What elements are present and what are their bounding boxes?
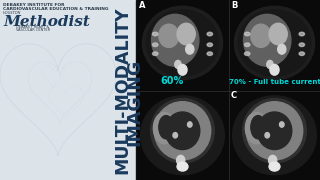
- Text: HOUSTON: HOUSTON: [3, 11, 21, 15]
- Ellipse shape: [268, 155, 277, 165]
- Ellipse shape: [251, 24, 271, 48]
- Ellipse shape: [233, 96, 316, 175]
- Ellipse shape: [152, 43, 158, 47]
- Text: 60%: 60%: [160, 75, 183, 86]
- Ellipse shape: [238, 10, 311, 76]
- Ellipse shape: [279, 122, 284, 127]
- Ellipse shape: [165, 112, 200, 150]
- Ellipse shape: [257, 112, 292, 150]
- Ellipse shape: [246, 102, 303, 160]
- Ellipse shape: [244, 32, 250, 36]
- Bar: [137, 0, 228, 89]
- Ellipse shape: [251, 116, 265, 139]
- Ellipse shape: [152, 52, 158, 55]
- Text: A: A: [139, 1, 146, 10]
- Ellipse shape: [265, 132, 269, 138]
- Ellipse shape: [299, 43, 305, 47]
- Ellipse shape: [299, 32, 305, 36]
- Text: VASCULAR CENTER: VASCULAR CENTER: [16, 28, 50, 32]
- Ellipse shape: [235, 6, 315, 80]
- Ellipse shape: [244, 52, 250, 55]
- Ellipse shape: [177, 155, 185, 165]
- Text: IMAGING: IMAGING: [125, 58, 143, 146]
- Ellipse shape: [207, 52, 212, 55]
- Bar: [137, 91, 228, 180]
- Bar: [229, 0, 320, 89]
- Ellipse shape: [269, 162, 280, 171]
- Text: 70% - Full tube current: 70% - Full tube current: [228, 80, 320, 86]
- Ellipse shape: [186, 44, 194, 54]
- Ellipse shape: [141, 96, 224, 175]
- Ellipse shape: [142, 6, 222, 80]
- Bar: [0, 0, 136, 180]
- Ellipse shape: [159, 24, 179, 48]
- Text: CARDIOVASCULAR EDUCATION & TRAINING: CARDIOVASCULAR EDUCATION & TRAINING: [3, 6, 108, 10]
- Ellipse shape: [151, 99, 214, 163]
- Text: DEBAKEY INSTITUTE FOR: DEBAKEY INSTITUTE FOR: [3, 3, 65, 7]
- Ellipse shape: [153, 112, 175, 144]
- Ellipse shape: [154, 102, 211, 160]
- Ellipse shape: [152, 14, 199, 66]
- Ellipse shape: [178, 64, 187, 75]
- Ellipse shape: [243, 99, 306, 163]
- Ellipse shape: [188, 122, 192, 127]
- Ellipse shape: [245, 112, 267, 144]
- Ellipse shape: [159, 116, 173, 139]
- Ellipse shape: [146, 10, 219, 76]
- Ellipse shape: [152, 32, 158, 36]
- Text: C: C: [231, 91, 237, 100]
- Ellipse shape: [207, 32, 212, 36]
- Ellipse shape: [270, 64, 279, 75]
- Bar: [136, 0, 320, 180]
- Text: MULTI-MODALITY: MULTI-MODALITY: [113, 6, 131, 174]
- Ellipse shape: [267, 60, 273, 68]
- Ellipse shape: [244, 43, 250, 47]
- Text: Methodist: Methodist: [3, 15, 90, 29]
- Ellipse shape: [177, 23, 195, 45]
- Ellipse shape: [278, 44, 286, 54]
- Ellipse shape: [244, 14, 291, 66]
- Ellipse shape: [269, 23, 287, 45]
- Bar: [229, 91, 320, 180]
- Ellipse shape: [207, 43, 212, 47]
- Ellipse shape: [173, 132, 178, 138]
- Text: B: B: [231, 1, 237, 10]
- Ellipse shape: [175, 60, 181, 68]
- Ellipse shape: [177, 162, 188, 171]
- Ellipse shape: [299, 52, 305, 55]
- Text: DEBAKEY HEART &: DEBAKEY HEART &: [16, 25, 49, 29]
